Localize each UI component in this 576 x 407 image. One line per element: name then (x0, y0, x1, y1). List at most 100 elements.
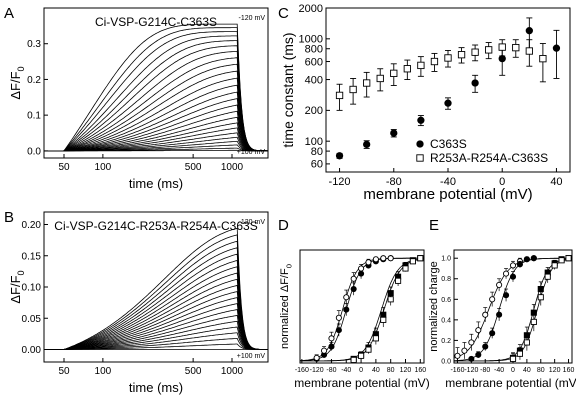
b-x-tick-label: 100 (95, 366, 112, 377)
c-point-r253a-r254a-c363s (403, 65, 411, 73)
a-y-tick-label: 0.3 (27, 39, 41, 50)
b-trace-7 (44, 266, 268, 350)
e-point-open-square (530, 318, 537, 325)
c-point-c363s (498, 55, 506, 63)
b-trace-12 (44, 297, 268, 350)
a-annotation-bottom: +100 mV (237, 149, 266, 156)
c-point-r253a-r254a-c363s (349, 85, 357, 94)
c-point-c363s (417, 116, 425, 124)
e-point-open-square (551, 262, 558, 269)
e-point-filled-circle (509, 273, 517, 280)
a-trace-8 (44, 57, 269, 152)
e-point-filled-circle (475, 351, 482, 358)
d-point-filled-circle (328, 343, 335, 350)
c-x-axis-label: membrane potential (mV) (363, 186, 532, 203)
c-x-tick-label: 40 (550, 176, 562, 188)
d-x-tick-label: 40 (372, 367, 380, 374)
a-trace-3 (44, 31, 269, 152)
a-y-tick-label: 0.2 (27, 75, 41, 86)
a-trace-25 (44, 149, 268, 152)
e-point-filled-circle (516, 261, 523, 268)
c-point-r253a-r254a-c363s (471, 48, 479, 56)
c-y-tick-label: 100 (305, 136, 323, 148)
c-point-r253a-r254a-c363s (430, 57, 439, 66)
c-point-r253a-r254a-c363s (525, 47, 533, 55)
a-trace-13 (44, 91, 268, 152)
d-point-open-square (372, 335, 379, 342)
c-point-r253a-r254a-c363s (390, 69, 398, 77)
d-x-tick-label: 0 (359, 367, 363, 374)
panel-label-d: D (278, 217, 289, 234)
a-trace-5 (44, 40, 269, 152)
d-point-open-circle (372, 256, 379, 263)
d-point-open-circle (343, 294, 350, 301)
e-x-tick-label: -120 (464, 367, 478, 374)
panel-label-c: C (278, 5, 289, 22)
e-point-filled-circle (503, 292, 510, 299)
a-x-tick-label: 500 (185, 162, 202, 173)
b-trace-10 (44, 284, 268, 350)
a-y-tick-label: 0.0 (27, 146, 41, 157)
d-point-open-circle (365, 259, 372, 266)
a-title: Ci-VSP-G214C-C363S (95, 15, 217, 29)
a-x-tick-label: 50 (58, 162, 70, 173)
c-point-c363s (363, 140, 371, 149)
c-point-r253a-r254a-c363s (498, 43, 506, 51)
d-x-axis-label: membrane potential (mV) (294, 376, 429, 390)
c-point-r253a-r254a-c363s (512, 43, 520, 52)
e-point-filled-circle (530, 255, 537, 262)
d-x-tick-label: -80 (326, 367, 336, 374)
c-point-r253a-r254a-c363s (335, 91, 344, 100)
d-point-open-square (365, 346, 372, 353)
b-trace-5 (44, 253, 268, 350)
b-y-tick-label: 0.15 (22, 251, 42, 262)
e-point-open-circle (461, 347, 468, 354)
e-x-tick-label: 120 (549, 367, 561, 374)
b-trace-1 (44, 227, 268, 350)
d-point-open-circle (358, 265, 365, 272)
d-point-filled-circle (343, 306, 350, 313)
c-point-r253a-r254a-c363s (444, 54, 452, 62)
b-x-axis-label: time (ms) (129, 380, 183, 395)
b-trace-4 (44, 247, 268, 350)
e-point-open-circle (509, 262, 517, 269)
a-y-axis-label: ΔF/F0 (8, 66, 26, 99)
e-x-tick-label: 40 (523, 367, 531, 374)
b-y-tick-label: 0.10 (22, 283, 42, 294)
c-legend-label-2: R253A-R254A-C363S (430, 151, 548, 165)
e-point-open-circle (468, 339, 475, 346)
d-point-open-circle (350, 275, 357, 282)
c-y-tick-label: 800 (305, 44, 323, 56)
e-x-tick-label: 80 (537, 367, 545, 374)
d-point-open-circle (380, 255, 387, 262)
c-x-tick-label: -120 (329, 176, 351, 188)
c-point-r253a-r254a-c363s (457, 51, 466, 59)
a-trace-14 (44, 98, 268, 152)
e-point-open-square (544, 273, 551, 280)
a-trace-7 (44, 50, 269, 152)
a-x-tick-label: 100 (95, 162, 112, 173)
e-point-filled-circle (482, 343, 489, 350)
c-point-r253a-r254a-c363s (363, 79, 371, 87)
e-point-open-square (516, 350, 523, 357)
d-x-tick-label: -120 (310, 367, 324, 374)
d-point-open-circle (321, 347, 328, 354)
d-point-open-circle (335, 314, 342, 321)
b-annotation-bottom: +100 mV (237, 353, 266, 360)
e-point-open-circle (482, 311, 489, 318)
b-y-tick-label: 0.20 (22, 220, 42, 231)
d-point-open-square (395, 277, 402, 284)
c-y-tick-label: 400 (305, 74, 323, 86)
e-x-tick-label: -80 (480, 367, 490, 374)
a-y-tick-label: 0.1 (27, 111, 41, 122)
b-x-tick-label: 50 (58, 366, 70, 377)
d-fit-curve-2 (300, 257, 424, 361)
e-point-open-square (558, 257, 565, 264)
panel-b-chart: 50 100 500 1000 0.00 0.05 0.10 0.15 0.20 Ci-VSP-G… (8, 211, 269, 395)
c-x-tick-label: -40 (440, 176, 456, 188)
e-x-tick-label: -40 (494, 367, 504, 374)
c-point-r253a-r254a-c363s (539, 55, 547, 63)
c-y-axis-label: time constant (ms) (280, 32, 296, 147)
a-trace-4 (44, 35, 269, 152)
